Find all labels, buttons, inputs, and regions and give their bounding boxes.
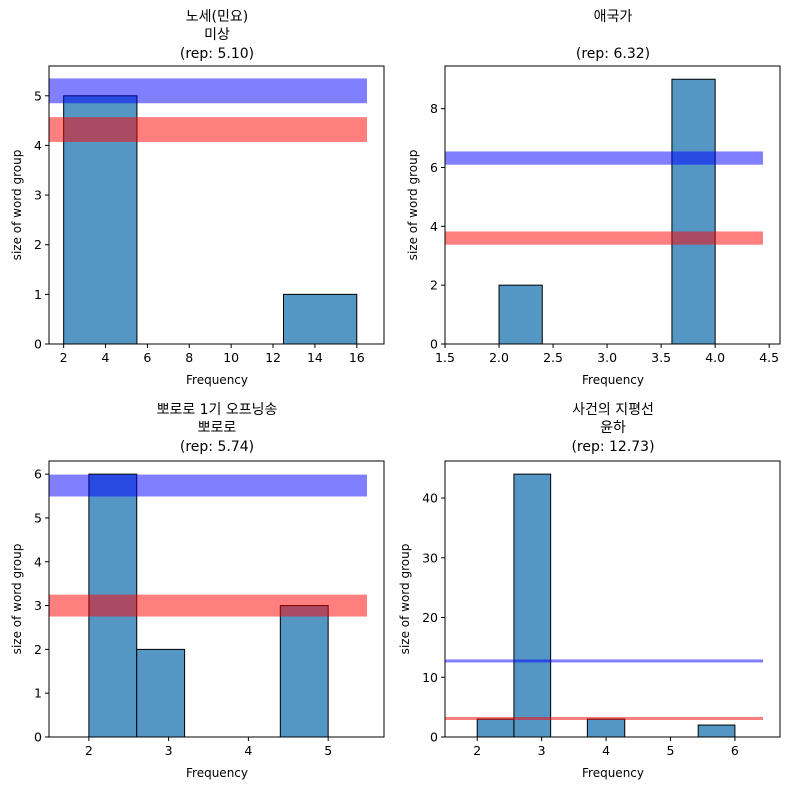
y-tick-label: 0: [34, 337, 42, 352]
x-tick-label: 1.5: [435, 350, 455, 365]
x-tick-label: 2: [60, 350, 68, 365]
axes-frame: [48, 65, 385, 345]
histogram-bar: [279, 605, 329, 738]
subplot-title-line: 사건의 지평선: [572, 402, 654, 418]
x-tick-label: 2.0: [489, 350, 509, 365]
x-tick-label: 4.0: [705, 350, 725, 365]
reference-band: [445, 151, 763, 165]
x-tick-label: 6: [143, 350, 151, 365]
x-axis-label: Frequency: [582, 766, 644, 780]
subplot-2: 뽀로로 1기 오프닝송 뽀로로 (rep: 5.74) 2 3 4 5 0 1 2 3 4 5 6…: [10, 402, 385, 780]
histogram-bar: [697, 724, 736, 738]
subplot-title-line: (rep: 5.10): [180, 46, 254, 62]
axes-frame: [444, 65, 781, 345]
y-tick-label: 6: [34, 467, 42, 482]
reference-band: [445, 659, 763, 663]
y-tick-label: 3: [34, 188, 42, 203]
x-tick-label: 8: [185, 350, 193, 365]
subplot-title-line: (rep: 6.32): [576, 46, 650, 62]
histogram-bar: [513, 473, 552, 738]
x-tick-label: 2: [473, 743, 481, 758]
y-tick-label: 2: [34, 237, 42, 252]
subplot-title-line: (rep: 5.74): [180, 439, 254, 455]
y-axis-label: size of word group: [10, 150, 24, 261]
y-tick-label: 4: [34, 554, 42, 569]
histogram-bar: [136, 648, 186, 738]
x-tick-label: 3.5: [651, 350, 671, 365]
x-tick-label: 14: [307, 350, 323, 365]
x-tick-label: 2.5: [543, 350, 563, 365]
subplot-title-line: 뽀로로: [198, 420, 237, 436]
reference-band: [445, 716, 763, 720]
y-tick-label: 30: [422, 550, 438, 565]
y-tick-label: 5: [34, 88, 42, 103]
y-tick-label: 4: [34, 138, 42, 153]
y-tick-label: 1: [34, 686, 42, 701]
y-tick-label: 4: [430, 219, 438, 234]
x-tick-label: 2: [85, 743, 93, 758]
y-tick-label: 3: [34, 598, 42, 613]
y-tick-label: 20: [422, 610, 438, 625]
x-tick-label: 10: [223, 350, 239, 365]
x-tick-label: 5: [324, 743, 332, 758]
x-tick-label: 4: [602, 743, 610, 758]
x-tick-label: 12: [265, 350, 281, 365]
axes-frame: [444, 460, 781, 738]
histogram-bar: [476, 718, 515, 738]
reference-band: [49, 474, 367, 497]
x-tick-label: 4: [102, 350, 110, 365]
reference-band: [445, 231, 763, 245]
y-tick-label: 40: [422, 491, 438, 506]
reference-band: [49, 117, 367, 142]
histogram-bar: [283, 293, 358, 345]
reference-band: [49, 594, 367, 617]
y-axis-label: size of word group: [406, 150, 420, 261]
y-tick-label: 0: [430, 730, 438, 745]
subplot-title-line: 노세(민요): [186, 9, 248, 25]
x-tick-label: 4.5: [759, 350, 779, 365]
subplot-title-line: 미상: [204, 27, 230, 43]
x-tick-label: 3: [538, 743, 546, 758]
subplot-title-line: 윤하: [600, 420, 626, 436]
x-axis-label: Frequency: [186, 373, 248, 387]
y-tick-label: 10: [422, 670, 438, 685]
histogram-bar: [498, 284, 543, 345]
subplot-0: 노세(민요) 미상 (rep: 5.10) 2 4 6 8 10 12 14 16 01234…: [10, 9, 385, 387]
x-tick-label: 5: [667, 743, 675, 758]
subplot-title-line: 애국가: [594, 9, 633, 25]
y-tick-label: 0: [430, 337, 438, 352]
x-axis-label: Frequency: [582, 373, 644, 387]
y-axis-label: size of word group: [10, 544, 24, 655]
subplot-title-line: (rep: 12.73): [571, 439, 654, 455]
reference-band: [49, 78, 367, 104]
x-tick-label: 16: [349, 350, 365, 365]
y-tick-label: 2: [34, 642, 42, 657]
subplot-1: 애국가 (rep: 6.32) 1.5 2.0 2.5 3.0 3.5 4.0 4.5 0 2…: [406, 9, 781, 387]
x-axis-label: Frequency: [186, 766, 248, 780]
x-tick-label: 3.0: [597, 350, 617, 365]
y-tick-label: 5: [34, 510, 42, 525]
y-tick-label: 1: [34, 287, 42, 302]
y-tick-label: 0: [34, 730, 42, 745]
histogram-bar: [671, 78, 716, 345]
y-tick-label: 8: [430, 101, 438, 116]
subplot-title-line: 뽀로로 1기 오프닝송: [157, 402, 278, 418]
axes-frame: [48, 460, 385, 738]
histogram-bar: [586, 718, 626, 738]
x-tick-label: 3: [165, 743, 173, 758]
x-tick-label: 4: [244, 743, 252, 758]
y-tick-label: 2: [430, 278, 438, 293]
x-tick-label: 6: [731, 743, 739, 758]
y-axis-label: size of word group: [398, 544, 412, 655]
y-tick-label: 6: [430, 160, 438, 175]
